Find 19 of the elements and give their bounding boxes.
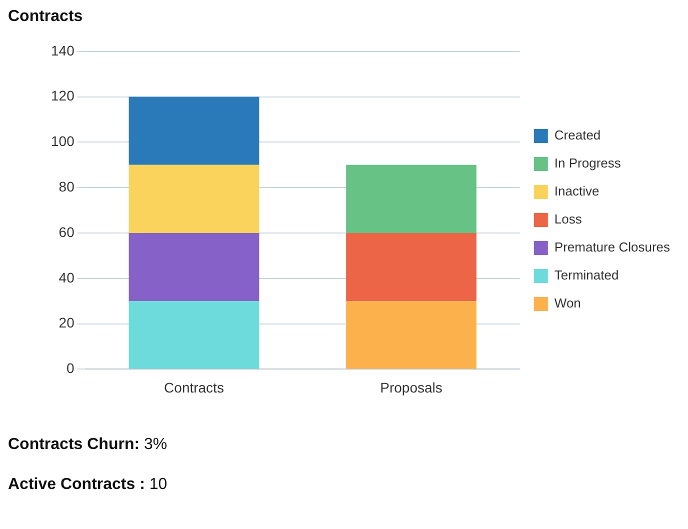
text: Active Contracts : 10 [8,476,168,494]
legend-label: Inactive [554,184,600,199]
y-tick-label: 80 [58,178,75,194]
y-tick-label: 100 [51,133,75,150]
y-tick-label: 140 [51,42,75,58]
y-tick-label: 20 [58,314,75,331]
y-tick-label: 40 [58,269,75,286]
y-tick-label: 0 [66,360,75,376]
legend-label: Loss [554,212,582,227]
legend-label: Premature Closures [554,240,670,255]
text: Contracts Churn: 3% [8,436,168,454]
y-tick-label: 60 [58,224,75,240]
x-tick-label: Proposals [380,379,442,396]
legend-label: Won [554,296,581,311]
chart-title: Contracts [8,8,84,26]
legend-label: Terminated [554,268,619,283]
y-tick-label: 120 [51,88,75,104]
legend-label: Created [554,128,601,143]
legend-label: In Progress [554,156,622,171]
